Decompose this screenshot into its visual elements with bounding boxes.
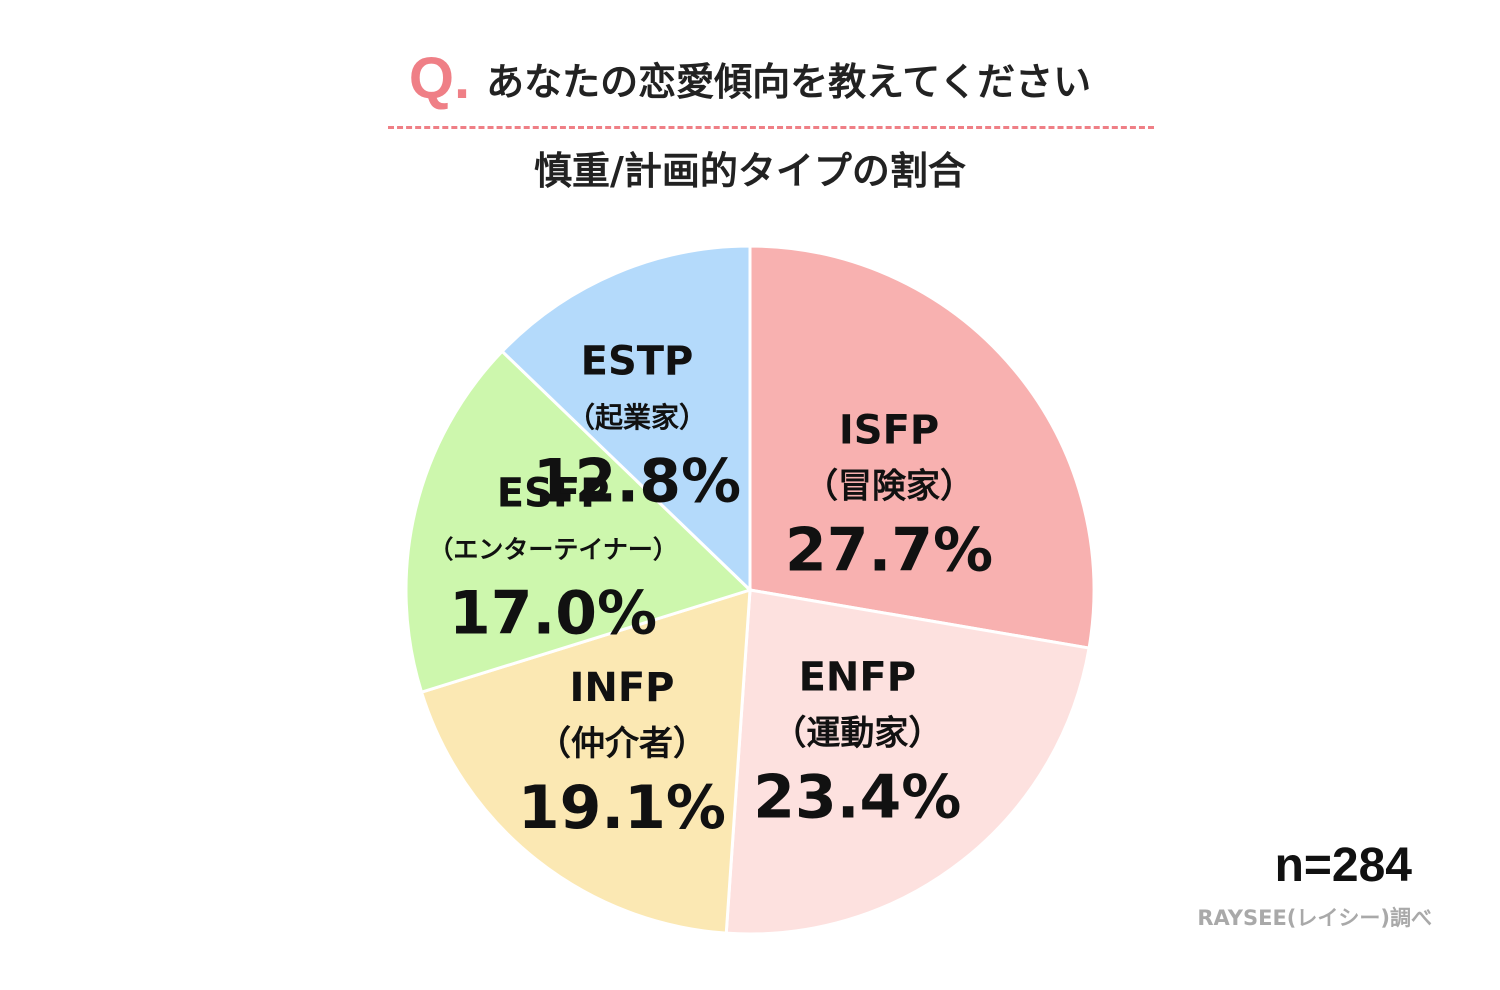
- pie-slice-estp: [500, 244, 752, 594]
- pie-slice-esfp: [404, 349, 753, 695]
- pie-slice-enfp: [724, 588, 1091, 936]
- slice-subtitle-isfp: （冒険家）: [804, 467, 974, 507]
- slice-name-enfp: ENFP: [799, 655, 916, 701]
- slice-name-infp: INFP: [569, 665, 674, 711]
- question-text: あなたの恋愛傾向を教えてください: [486, 60, 1092, 105]
- source-credit: RAYSEE(レイシー)調べ: [1197, 906, 1432, 930]
- sample-size: n=284: [1274, 839, 1412, 892]
- slice-subtitle-enfp: （運動家）: [772, 714, 942, 754]
- slice-subtitle-estp: （起業家）: [567, 401, 707, 434]
- slice-name-esfp: ESFP: [497, 471, 610, 517]
- chart-subtitle: 慎重/計画的タイプの割合: [534, 149, 966, 193]
- slice-value-estp: 12.8%: [533, 447, 741, 517]
- dashed-divider: [388, 126, 1154, 129]
- pie-slice-isfp: [748, 244, 1096, 650]
- slice-name-estp: ESTP: [581, 339, 694, 385]
- question-heading: Q. あなたの恋愛傾向を教えてください: [0, 50, 1500, 108]
- pie-slice-infp: [419, 587, 752, 935]
- slice-value-infp: 19.1%: [518, 773, 726, 843]
- slice-subtitle-esfp: （エンターテイナー）: [428, 535, 678, 564]
- slice-value-enfp: 23.4%: [753, 763, 961, 833]
- slice-name-isfp: ISFP: [839, 408, 939, 454]
- slice-value-isfp: 27.7%: [785, 516, 993, 586]
- slice-subtitle-infp: （仲介者）: [537, 724, 707, 764]
- slice-value-esfp: 17.0%: [449, 579, 657, 649]
- q-mark: Q.: [408, 46, 471, 111]
